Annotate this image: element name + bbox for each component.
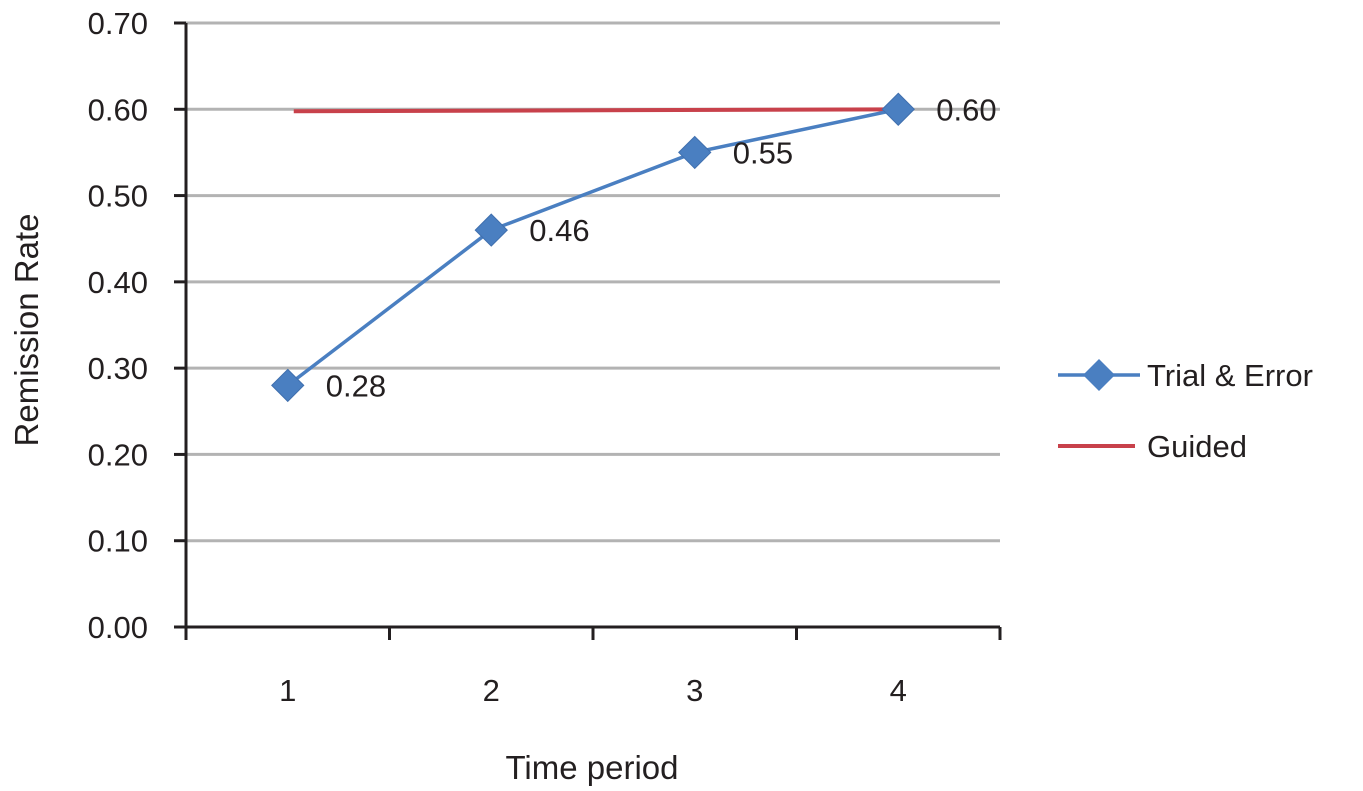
data-label: 0.60	[936, 92, 996, 127]
gridlines	[186, 21, 1000, 543]
y-tick-label: 0.00	[88, 610, 148, 645]
series-layer	[271, 92, 915, 403]
x-tick-label: 4	[890, 673, 907, 708]
data-labels: 0.28 0.46 0.55 0.60	[326, 92, 997, 403]
y-tick-label: 0.10	[88, 524, 148, 559]
y-tick-labels: 0.00 0.10 0.20 0.30 0.40 0.50 0.60 0.70	[88, 6, 148, 645]
data-point-marker	[881, 92, 915, 126]
legend-swatch-marker	[1083, 359, 1115, 391]
x-tick-label: 2	[483, 673, 500, 708]
axes	[174, 21, 1002, 640]
legend-label-guided: Guided	[1147, 429, 1247, 464]
data-label: 0.28	[326, 368, 386, 403]
x-tick-label: 3	[686, 673, 703, 708]
data-label: 0.46	[529, 213, 589, 248]
data-point-marker	[678, 135, 712, 170]
y-tick-label: 0.50	[88, 179, 148, 214]
legend: Trial & Error Guided	[1058, 358, 1313, 464]
y-tick-label: 0.40	[88, 265, 148, 300]
y-tick-label: 0.70	[88, 6, 148, 41]
y-tick-label: 0.60	[88, 92, 148, 127]
x-tick-labels: 1 2 3 4	[279, 673, 907, 708]
series-line-trial-error	[286, 107, 899, 387]
data-point-marker	[271, 368, 305, 403]
data-point-marker	[474, 213, 508, 247]
x-tick-label: 1	[279, 673, 296, 708]
data-label: 0.55	[733, 135, 793, 170]
y-tick-label: 0.30	[88, 351, 148, 386]
y-axis-title: Remission Rate	[8, 214, 45, 447]
x-axis-title: Time period	[505, 749, 678, 786]
legend-label-trial-error: Trial & Error	[1147, 358, 1313, 393]
y-tick-label: 0.20	[88, 437, 148, 472]
series-line-guided	[293, 107, 899, 114]
